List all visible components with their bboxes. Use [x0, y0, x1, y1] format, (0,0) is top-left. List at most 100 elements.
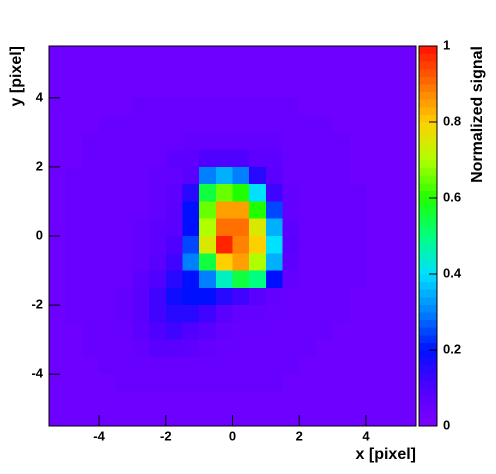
- heatmap-cell: [399, 46, 417, 64]
- colorbar-band: [419, 296, 437, 305]
- heatmap-cell: [132, 132, 150, 151]
- heatmap-cell: [49, 166, 67, 185]
- heatmap-cell: [349, 218, 367, 237]
- heatmap-cell: [49, 236, 67, 254]
- heatmap-cell: [65, 218, 83, 237]
- heatmap-cell: [315, 218, 334, 237]
- heatmap-cell: [182, 149, 200, 168]
- heatmap-cell: [265, 63, 284, 82]
- heatmap-cell: [165, 374, 183, 392]
- heatmap-cell: [165, 80, 183, 99]
- heatmap-cell: [82, 408, 100, 427]
- heatmap-cell: [365, 287, 384, 306]
- heatmap-cell: [49, 97, 67, 116]
- colorbar-band: [419, 99, 437, 108]
- colorbar-band: [419, 350, 437, 359]
- heatmap-cell: [215, 97, 233, 116]
- heatmap-cell: [265, 97, 284, 116]
- heatmap-cell: [199, 270, 217, 289]
- heatmap-cell: [82, 184, 100, 202]
- heatmap-cell: [115, 270, 133, 289]
- heatmap-cell: [165, 236, 183, 254]
- heatmap-cell: [315, 63, 334, 82]
- heatmap-cell: [199, 97, 217, 116]
- heatmap-cell: [149, 97, 167, 116]
- heatmap-cell: [182, 356, 200, 375]
- colorbar-band: [419, 372, 437, 381]
- heatmap-cell: [132, 218, 150, 237]
- heatmap-cell: [82, 339, 100, 358]
- heatmap-cell: [115, 356, 133, 375]
- heatmap-cell: [49, 374, 67, 392]
- heatmap-cell: [65, 97, 83, 116]
- heatmap-cell: [315, 236, 334, 254]
- heatmap-cell: [232, 356, 250, 375]
- heatmap-cell: [65, 80, 83, 99]
- heatmap-cell: [132, 80, 150, 99]
- heatmap-cell: [299, 149, 317, 168]
- heatmap-cell: [182, 253, 200, 272]
- heatmap-cell: [265, 253, 284, 272]
- heatmap-cell: [115, 201, 133, 220]
- heatmap-cell: [332, 287, 350, 306]
- colorbar-band: [419, 129, 437, 138]
- heatmap-cell: [149, 356, 167, 375]
- heatmap-cell: [82, 287, 100, 306]
- colorbar-band: [419, 304, 437, 313]
- heatmap-cell: [115, 374, 133, 392]
- heatmap-cell: [165, 132, 183, 151]
- colorbar-band: [419, 175, 437, 184]
- heatmap-cell: [132, 63, 150, 82]
- heatmap-cell: [365, 356, 384, 375]
- heatmap-cell: [315, 115, 334, 133]
- heatmap-cell: [199, 166, 217, 185]
- heatmap-cell: [232, 236, 250, 254]
- x-tick-label: -4: [93, 428, 105, 443]
- heatmap-cell: [382, 391, 400, 410]
- heatmap-cell: [232, 201, 250, 220]
- heatmap-cell: [332, 270, 350, 289]
- colorbar-tick-label: 1: [443, 37, 450, 52]
- heatmap-cell: [382, 218, 400, 237]
- heatmap-cell: [215, 339, 233, 358]
- heatmap-cell: [365, 339, 384, 358]
- heatmap-cell: [82, 218, 100, 237]
- heatmap-cell: [165, 115, 183, 133]
- heatmap-cell: [165, 218, 183, 237]
- heatmap-cell: [99, 356, 117, 375]
- heatmap-cell: [332, 184, 350, 202]
- heatmap-cell: [232, 46, 250, 64]
- heatmap-cell: [232, 287, 250, 306]
- heatmap-cell: [365, 374, 384, 392]
- heatmap-cell: [265, 322, 284, 341]
- heatmap-cell: [399, 374, 417, 392]
- heatmap-cell: [382, 305, 400, 323]
- y-tick-label: 0: [36, 227, 43, 242]
- heatmap-cell: [249, 339, 267, 358]
- heatmap-cell: [265, 218, 284, 237]
- heatmap-cell: [249, 63, 267, 82]
- heatmap-cell: [382, 63, 400, 82]
- heatmap-cell: [65, 253, 83, 272]
- heatmap-cell: [132, 374, 150, 392]
- heatmap-cell: [149, 339, 167, 358]
- heatmap-cell: [382, 236, 400, 254]
- heatmap-cell: [399, 63, 417, 82]
- x-tick-label: -2: [160, 428, 172, 443]
- heatmap-cell: [249, 270, 267, 289]
- heatmap-cell: [315, 374, 334, 392]
- heatmap-cell: [282, 356, 300, 375]
- heatmap-cell: [99, 184, 117, 202]
- heatmap-cell: [99, 80, 117, 99]
- heatmap-cell: [315, 408, 334, 427]
- heatmap-cell: [249, 322, 267, 341]
- heatmap-cell: [82, 356, 100, 375]
- colorbar-band: [419, 251, 437, 260]
- heatmap-cell: [365, 218, 384, 237]
- heatmap-cell: [99, 322, 117, 341]
- heatmap-cell: [349, 201, 367, 220]
- heatmap-cell: [199, 184, 217, 202]
- heatmap-cell: [299, 236, 317, 254]
- heatmap-cell: [182, 132, 200, 151]
- heatmap-cell: [49, 270, 67, 289]
